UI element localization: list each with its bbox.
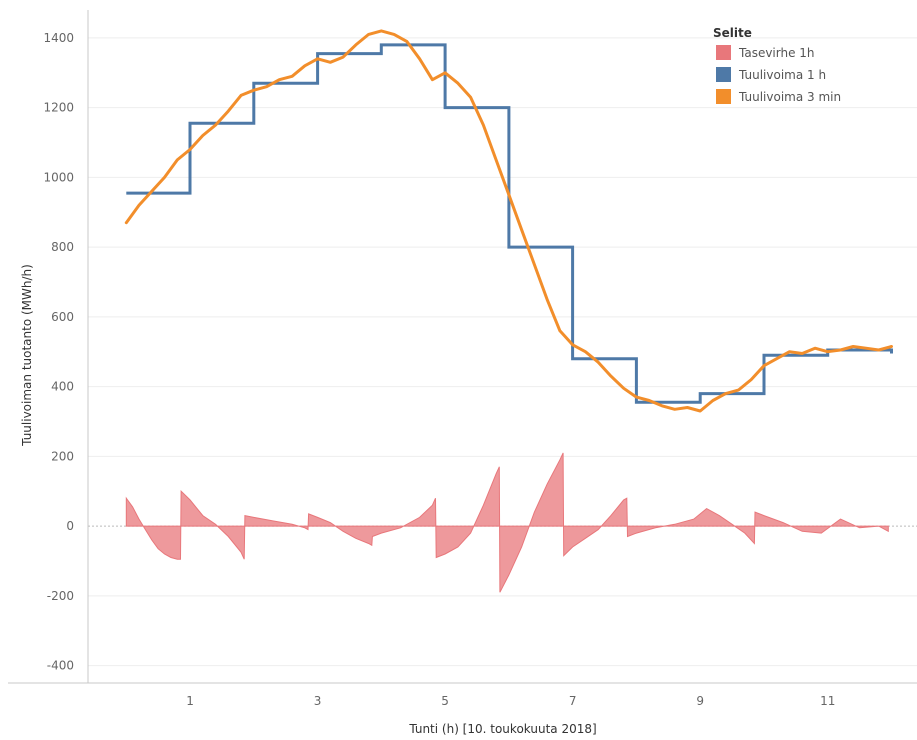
y-axis-title: Tuulivoiman tuotanto (MWh/h): [20, 264, 34, 447]
legend-swatch: [716, 45, 731, 60]
x-axis-title: Tunti (h) [10. toukokuuta 2018]: [408, 722, 596, 736]
legend-label: Tuulivoima 1 h: [738, 68, 826, 82]
x-tick-label: 7: [569, 694, 577, 708]
x-tick-labels: 1 3 5 7 9 11: [186, 694, 835, 708]
y-tick-label: 800: [51, 240, 74, 254]
y-tick-label: 0: [66, 519, 74, 533]
x-tick-label: 1: [186, 694, 194, 708]
legend-swatch: [716, 67, 731, 82]
y-tick-label: 1200: [43, 101, 74, 115]
series-line-tuulivoima-3min: [124, 29, 893, 413]
y-tick-label: 1000: [43, 170, 74, 184]
series-step-tuulivoima-1h: [126, 43, 893, 404]
legend-swatch: [716, 89, 731, 104]
x-tick-label: 5: [441, 694, 449, 708]
legend-items: Tasevirhe 1h Tuulivoima 1 h Tuulivoima 3 m…: [716, 45, 841, 104]
y-tick-label: 400: [51, 380, 74, 394]
y-tick-label: -200: [47, 589, 74, 603]
x-tick-label: 11: [820, 694, 835, 708]
series-area-tasevirhe: [125, 452, 889, 593]
x-tick-label: 3: [314, 694, 322, 708]
y-tick-label: 200: [51, 449, 74, 463]
axes: [8, 10, 917, 684]
y-tick-label: 600: [51, 310, 74, 324]
series-layer: [124, 29, 893, 593]
legend-label: Tasevirhe 1h: [738, 46, 815, 60]
legend: Selite Tasevirhe 1h Tuulivoima 1 h Tuulivo…: [713, 26, 841, 104]
legend-title: Selite: [713, 26, 752, 40]
legend-label: Tuulivoima 3 min: [738, 90, 841, 104]
y-tick-labels: -400 -200 0 200 400 600 800 1000 1200 1400: [43, 31, 74, 673]
x-tick-label: 9: [696, 694, 704, 708]
y-tick-label: 1400: [43, 31, 74, 45]
y-tick-label: -400: [47, 659, 74, 673]
grid: [88, 37, 917, 667]
